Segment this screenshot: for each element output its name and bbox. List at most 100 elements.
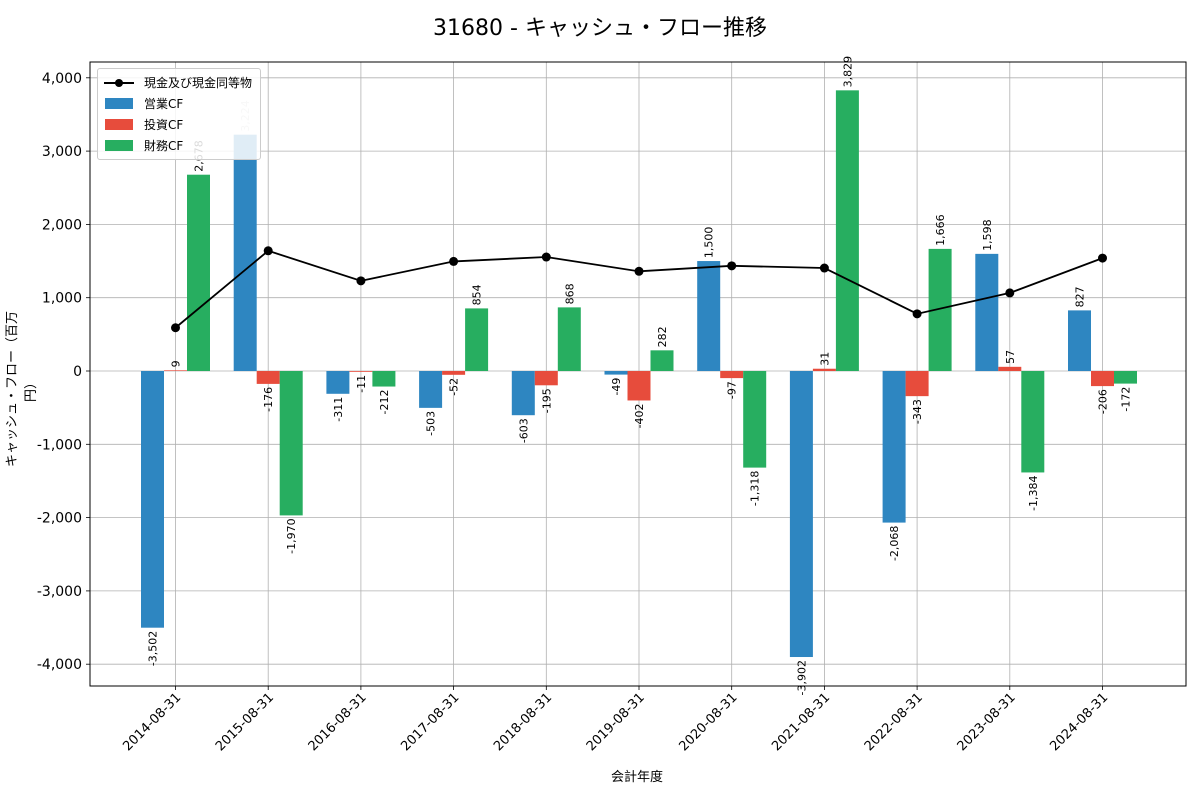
- bar-financing: [1021, 371, 1045, 473]
- x-axis-label: 会計年度: [610, 770, 663, 785]
- data-label-financing: -1,384: [1027, 475, 1040, 510]
- legend-label-operating: 営業CF: [144, 97, 184, 111]
- data-label-operating: -49: [610, 378, 623, 396]
- x-tick-label: 2024-08-31: [1047, 690, 1111, 754]
- bar-financing: [1114, 371, 1137, 384]
- y-tick-label: 4,000: [42, 71, 82, 87]
- x-tick-label: 2022-08-31: [862, 690, 926, 754]
- y-tick-label: -2,000: [37, 511, 82, 527]
- cash-point: [727, 261, 737, 271]
- bar-investing: [256, 371, 280, 384]
- y-tick-label: 1,000: [42, 291, 82, 307]
- bar-financing: [928, 248, 952, 371]
- cash-point: [1098, 253, 1107, 263]
- bar-financing: [372, 371, 396, 387]
- cash-point: [912, 309, 922, 319]
- bar-investing: [534, 371, 558, 386]
- x-tick-label: 2018-08-31: [491, 690, 555, 754]
- data-label-financing: -1,970: [285, 518, 298, 553]
- x-tick-label: 2014-08-31: [120, 690, 184, 754]
- y-tick-label: -1,000: [37, 437, 82, 453]
- x-tick-label: 2015-08-31: [213, 690, 277, 754]
- bar-investing: [1091, 371, 1114, 387]
- x-tick-label: 2023-08-31: [955, 690, 1019, 754]
- bar-investing: [812, 368, 836, 371]
- bar-investing: [720, 371, 744, 379]
- legend: 現金及び現金同等物 営業CF 投資CF 財務CF: [97, 68, 262, 160]
- data-label-investing: -11: [355, 375, 368, 393]
- bar-operating: [511, 371, 535, 416]
- axis-layer: -4,000 -3,000 -2,000 -1,000 0 1,000 2,000 3,000…: [37, 61, 1187, 754]
- data-label-operating: 827: [1074, 286, 1087, 307]
- data-label-layer: -3,5023,224-311-503-603-491,500-3,902-2,…: [147, 56, 1133, 696]
- bar-investing: [349, 371, 373, 372]
- bar-financing: [743, 371, 767, 468]
- data-label-investing: -402: [633, 403, 646, 428]
- bar-investing: [998, 366, 1022, 371]
- bar-operating: [1068, 310, 1091, 371]
- x-tick-label: 2016-08-31: [306, 690, 370, 754]
- data-label-financing: 854: [471, 284, 484, 305]
- legend-swatch-financing: [105, 140, 133, 151]
- data-label-investing: -206: [1097, 389, 1110, 414]
- data-label-financing: -212: [378, 390, 391, 415]
- plot-frame: [89, 61, 1187, 687]
- data-label-investing: -343: [911, 399, 924, 424]
- bar-operating: [604, 371, 628, 375]
- data-label-investing: -52: [448, 378, 461, 396]
- y-tick-label: 3,000: [42, 144, 82, 160]
- legend-item-operating: 営業CF: [104, 93, 252, 114]
- y-tick-label: 2,000: [42, 217, 82, 233]
- data-label-financing: 1,666: [934, 214, 947, 246]
- bar-operating: [141, 371, 164, 628]
- cash-point: [449, 256, 459, 266]
- bar-operating: [789, 371, 813, 658]
- data-label-financing: -1,318: [749, 471, 762, 506]
- data-label-investing: 57: [1004, 350, 1017, 364]
- bar-financing: [465, 308, 489, 371]
- cash-point: [356, 276, 366, 286]
- cash-point: [263, 246, 273, 256]
- y-tick-label: -3,000: [37, 584, 82, 600]
- data-label-investing: 9: [170, 360, 183, 367]
- legend-swatch-operating: [105, 98, 133, 109]
- bar-financing: [650, 350, 674, 371]
- cash-point: [634, 266, 644, 276]
- data-label-operating: -3,902: [795, 660, 808, 695]
- chart-title: 31680 - キャッシュ・フロー推移: [433, 16, 767, 41]
- bar-operating: [882, 371, 906, 523]
- bar-financing: [557, 307, 581, 371]
- line-layer: [171, 246, 1107, 333]
- cash-point: [1005, 288, 1015, 298]
- x-tick-label: 2017-08-31: [398, 690, 462, 754]
- data-label-operating: -603: [517, 418, 530, 443]
- bar-financing: [187, 174, 210, 371]
- y-tick-label: 0: [73, 364, 82, 380]
- bar-operating: [419, 371, 443, 408]
- data-label-operating: 1,500: [703, 227, 716, 259]
- bar-investing: [905, 371, 929, 397]
- data-label-operating: -311: [332, 397, 345, 422]
- bar-operating: [326, 371, 350, 394]
- y-tick-label: -4,000: [37, 657, 82, 673]
- legend-line-marker-icon: [104, 77, 134, 89]
- bar-operating: [697, 261, 721, 371]
- x-tick-label: 2019-08-31: [584, 690, 648, 754]
- bar-financing: [279, 371, 303, 516]
- bar-layer: [141, 90, 1137, 658]
- bar-financing: [835, 90, 859, 372]
- data-label-investing: -176: [262, 387, 275, 412]
- legend-label-financing: 財務CF: [144, 139, 184, 153]
- cash-point: [819, 263, 829, 273]
- data-label-financing: 3,829: [841, 56, 854, 88]
- data-label-financing: 868: [563, 283, 576, 304]
- y-axis-label: キャッシュ・フロー（百万円）: [5, 311, 39, 468]
- data-label-investing: -97: [726, 381, 739, 399]
- data-label-financing: 282: [656, 326, 669, 347]
- data-label-financing: -172: [1120, 387, 1133, 412]
- legend-label-investing: 投資CF: [144, 118, 184, 132]
- data-label-operating: 1,598: [981, 219, 994, 251]
- legend-item-cash: 現金及び現金同等物: [104, 72, 252, 93]
- bar-investing: [164, 370, 187, 371]
